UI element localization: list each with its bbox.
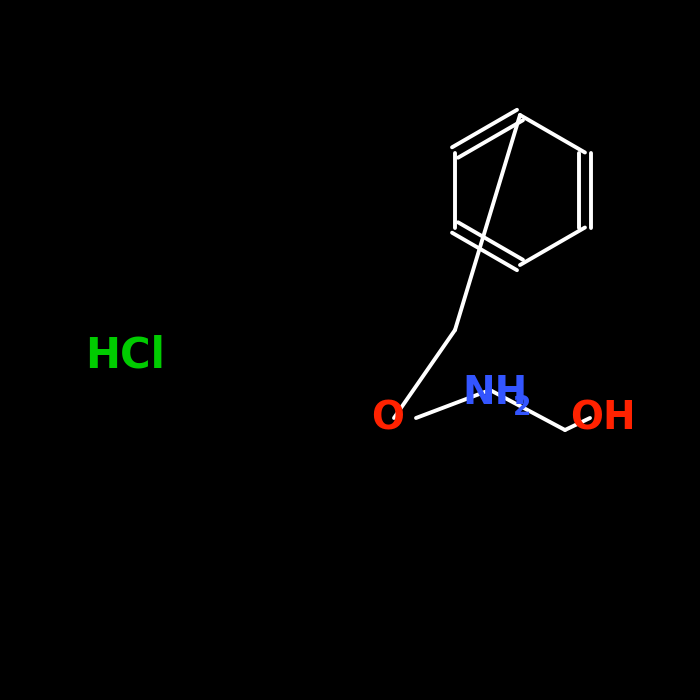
Text: O: O [372, 399, 405, 437]
Text: OH: OH [570, 399, 636, 437]
Text: HCl: HCl [85, 334, 165, 376]
Text: NH: NH [462, 374, 527, 412]
Text: 2: 2 [513, 395, 531, 421]
